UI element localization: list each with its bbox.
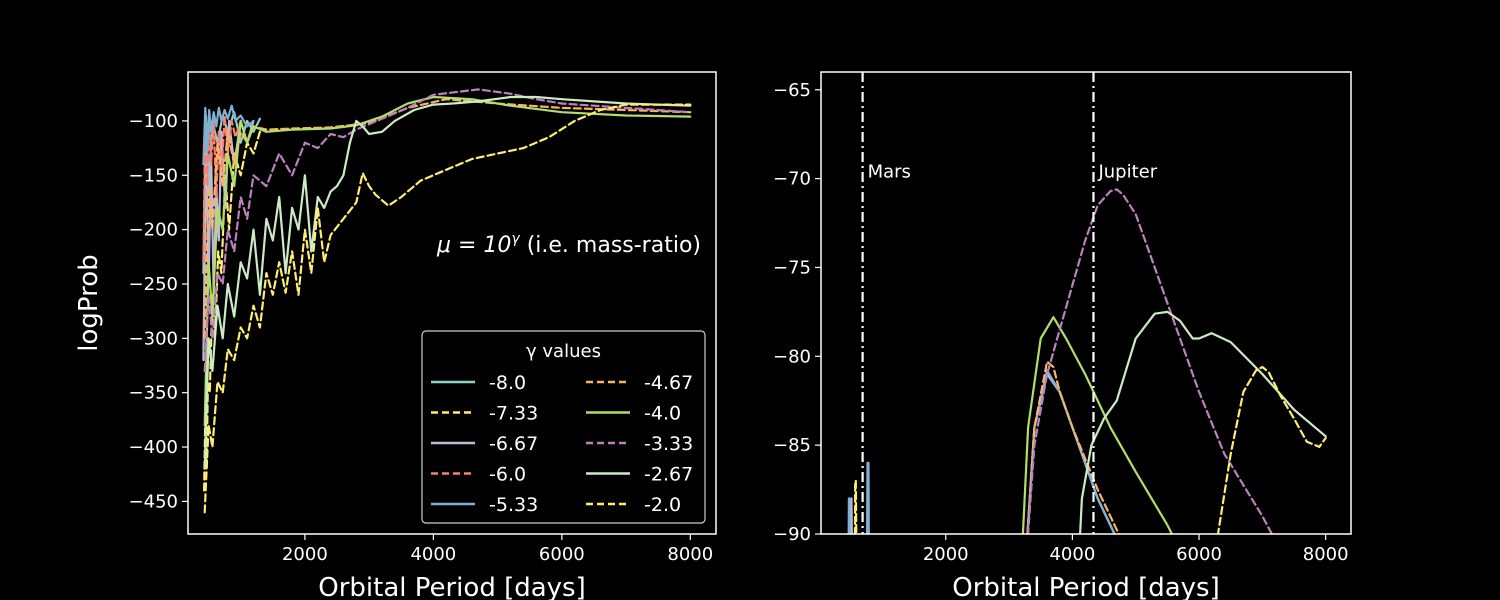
left-series-line-3 xyxy=(202,108,242,264)
legend-label-7: -3.33 xyxy=(644,433,693,455)
legend-title: γ values xyxy=(526,341,601,362)
legend-label-2: -6.67 xyxy=(489,433,538,455)
left-y-tick-label-2: −200 xyxy=(129,220,178,241)
left-series-group xyxy=(202,88,692,514)
mass-ratio-text: (i.e. mass-ratio) xyxy=(520,233,701,258)
left-y-tick-label-0: −100 xyxy=(129,111,178,132)
right-plot-area xyxy=(821,72,1351,534)
left-y-axis-label: logProb xyxy=(74,254,104,351)
right-y-tick-label-2: −75 xyxy=(773,257,811,278)
left-x-tick-label-0: 2000 xyxy=(282,544,328,565)
legend-items: -8.0 -7.33 -6.67 -6.0 -5.33 -4.67 -4.0 -3.33 -2.… xyxy=(431,372,693,516)
left-axes-frame xyxy=(187,71,717,535)
right-series-line-2 xyxy=(847,369,1116,534)
right-y-tick-label-0: −65 xyxy=(773,80,811,101)
right-chart: Mars Jupiter 2000 4000 6000 8000 −65 −70 −75 −80… xyxy=(773,71,1352,600)
legend-label-9: -2.0 xyxy=(644,494,681,516)
mass-ratio-superscript: γ xyxy=(511,231,520,247)
right-reference-lines: Mars Jupiter xyxy=(861,72,1158,534)
left-x-axis-label: Orbital Period [days] xyxy=(318,573,586,600)
legend-label-1: -7.33 xyxy=(489,403,538,425)
reference-label-mars: Mars xyxy=(868,162,911,183)
right-series-line-8 xyxy=(1216,365,1327,534)
left-y-tick-label-1: −150 xyxy=(129,165,178,186)
right-series-line-6 xyxy=(1026,188,1274,534)
right-y-tick-label-4: −85 xyxy=(773,435,811,456)
legend-box xyxy=(421,330,706,524)
left-chart: 2000 4000 6000 8000 −100 −150 −200 −250 −300 −350… xyxy=(74,71,717,600)
reference-label-jupiter: Jupiter xyxy=(1097,162,1157,183)
right-x-tick-label-0: 2000 xyxy=(923,544,969,565)
left-x-tick-label-1: 4000 xyxy=(410,544,456,565)
left-series-line-6 xyxy=(203,95,692,427)
left-series-line-1 xyxy=(203,130,261,492)
right-y-tick-label-3: −80 xyxy=(773,346,811,367)
legend-label-0: -8.0 xyxy=(489,372,526,394)
right-x-axis-label: Orbital Period [days] xyxy=(952,573,1220,600)
left-y-tick-label-3: −250 xyxy=(129,274,178,295)
legend-label-4: -5.33 xyxy=(489,494,538,516)
left-x-tick-label-2: 6000 xyxy=(539,544,585,565)
mass-ratio-annotation: μ = 10γ (i.e. mass-ratio) xyxy=(436,231,701,258)
right-x-tick-label-2: 6000 xyxy=(1176,544,1222,565)
right-x-tick-label-1: 4000 xyxy=(1049,544,1095,565)
legend-label-3: -6.0 xyxy=(489,464,526,486)
left-series-line-7 xyxy=(203,88,692,372)
legend-label-8: -2.67 xyxy=(644,464,693,486)
right-series-line-5 xyxy=(1021,316,1174,534)
mass-ratio-math: μ = 10 xyxy=(436,233,511,258)
right-series-line-4 xyxy=(853,479,858,534)
right-x-tick-label-3: 8000 xyxy=(1303,544,1349,565)
left-series-line-4 xyxy=(202,104,255,166)
legend: γ values -8.0 -7.33 -6.67 -6.0 -5.33 -4.67 -4.… xyxy=(421,330,706,524)
left-y-tick-label-4: −300 xyxy=(129,328,178,349)
right-axes-frame xyxy=(820,71,1352,535)
right-y-tick-label-1: −70 xyxy=(773,169,811,190)
right-series-line-3 xyxy=(1026,360,1120,534)
right-y-tick-label-5: −90 xyxy=(773,524,811,545)
right-series-line-7 xyxy=(1078,310,1327,534)
left-ticks-group: 2000 4000 6000 8000 −100 −150 −200 −250 −300 −350… xyxy=(129,111,714,565)
left-y-tick-label-6: −400 xyxy=(129,437,178,458)
left-x-tick-label-3: 8000 xyxy=(667,544,713,565)
legend-label-5: -4.67 xyxy=(644,372,693,394)
left-y-tick-label-7: −450 xyxy=(129,491,178,512)
left-series-line-9 xyxy=(203,103,692,514)
right-ticks-group: 2000 4000 6000 8000 −65 −70 −75 −80 −85 −90 xyxy=(773,80,1349,565)
right-series-group xyxy=(847,188,1327,534)
left-series-line-8 xyxy=(203,95,692,470)
legend-label-6: -4.0 xyxy=(644,403,681,425)
left-y-tick-label-5: −350 xyxy=(129,383,178,404)
